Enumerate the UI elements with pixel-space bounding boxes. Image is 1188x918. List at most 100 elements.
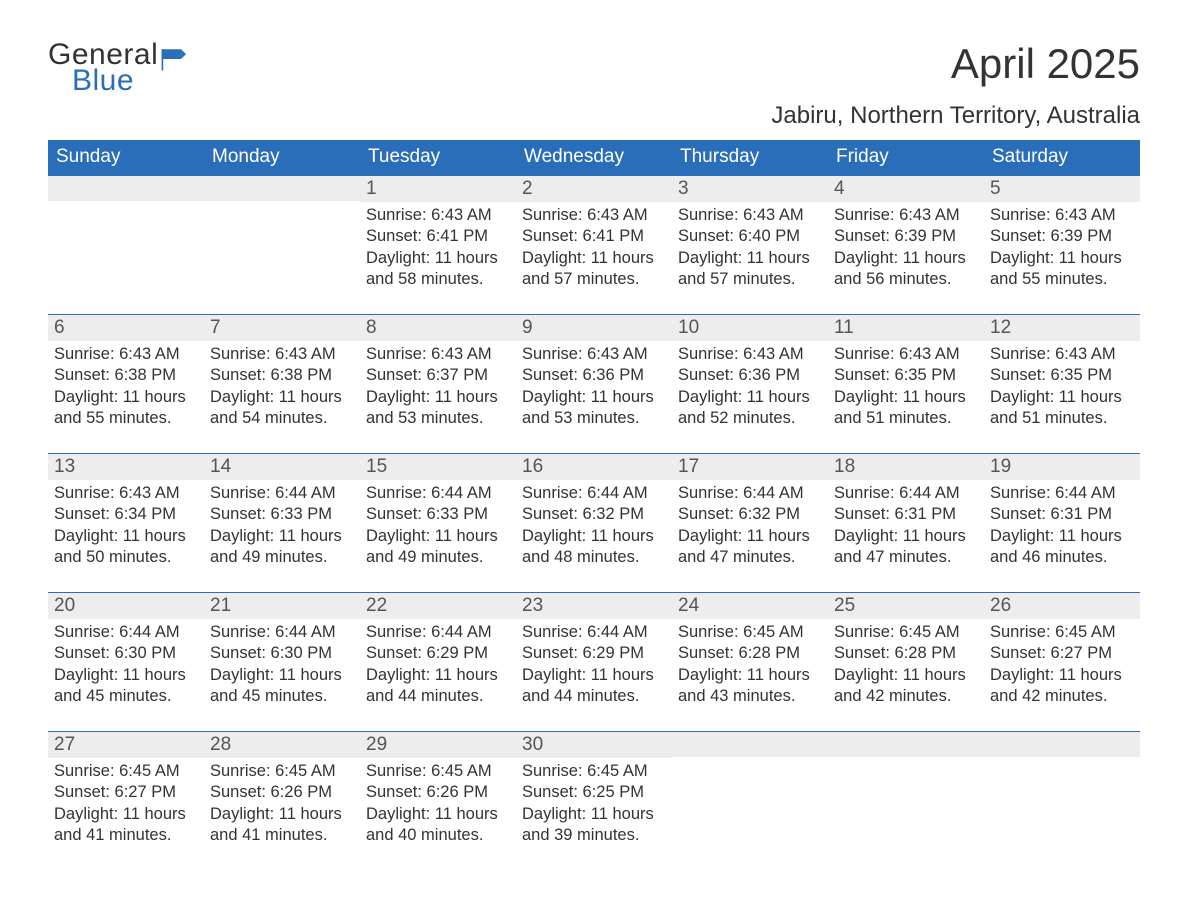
sunset-line: Sunset: 6:28 PM xyxy=(834,643,982,664)
daylight-line: Daylight: 11 hours and 42 minutes. xyxy=(834,665,982,707)
day-body: Sunrise: 6:43 AMSunset: 6:35 PMDaylight:… xyxy=(984,341,1140,432)
calendar-day xyxy=(672,732,828,856)
daylight-line: Daylight: 11 hours and 49 minutes. xyxy=(366,526,514,568)
sunrise-line: Sunrise: 6:43 AM xyxy=(678,344,826,365)
sunrise-line: Sunrise: 6:45 AM xyxy=(522,761,670,782)
page-title: April 2025 xyxy=(951,40,1140,88)
day-number: 6 xyxy=(48,315,204,341)
day-body: Sunrise: 6:43 AMSunset: 6:37 PMDaylight:… xyxy=(360,341,516,432)
sunset-line: Sunset: 6:38 PM xyxy=(210,365,358,386)
calendar-day: 30Sunrise: 6:45 AMSunset: 6:25 PMDayligh… xyxy=(516,732,672,856)
daylight-line: Daylight: 11 hours and 54 minutes. xyxy=(210,387,358,429)
sunset-line: Sunset: 6:40 PM xyxy=(678,226,826,247)
calendar-day: 4Sunrise: 6:43 AMSunset: 6:39 PMDaylight… xyxy=(828,176,984,300)
calendar-week: 20Sunrise: 6:44 AMSunset: 6:30 PMDayligh… xyxy=(48,592,1140,717)
logo-text: General Blue xyxy=(48,40,186,96)
day-number: 5 xyxy=(984,176,1140,202)
day-number: 27 xyxy=(48,732,204,758)
sunrise-line: Sunrise: 6:43 AM xyxy=(366,344,514,365)
sunrise-line: Sunrise: 6:45 AM xyxy=(990,622,1138,643)
day-body: Sunrise: 6:44 AMSunset: 6:31 PMDaylight:… xyxy=(828,480,984,571)
sunset-line: Sunset: 6:27 PM xyxy=(54,782,202,803)
calendar-day: 28Sunrise: 6:45 AMSunset: 6:26 PMDayligh… xyxy=(204,732,360,856)
day-number: 24 xyxy=(672,593,828,619)
daylight-line: Daylight: 11 hours and 47 minutes. xyxy=(678,526,826,568)
sunrise-line: Sunrise: 6:44 AM xyxy=(366,622,514,643)
calendar-day: 7Sunrise: 6:43 AMSunset: 6:38 PMDaylight… xyxy=(204,315,360,439)
sunrise-line: Sunrise: 6:45 AM xyxy=(678,622,826,643)
daylight-line: Daylight: 11 hours and 51 minutes. xyxy=(834,387,982,429)
sunrise-line: Sunrise: 6:43 AM xyxy=(54,483,202,504)
calendar-day: 12Sunrise: 6:43 AMSunset: 6:35 PMDayligh… xyxy=(984,315,1140,439)
day-number: 19 xyxy=(984,454,1140,480)
sunrise-line: Sunrise: 6:44 AM xyxy=(522,483,670,504)
calendar-day: 25 Sunrise: 6:45 AMSunset: 6:28 PMDayligh… xyxy=(828,593,984,717)
sunrise-line: Sunrise: 6:43 AM xyxy=(366,205,514,226)
sunset-line: Sunset: 6:39 PM xyxy=(990,226,1138,247)
day-number: 8 xyxy=(360,315,516,341)
sunrise-line: Sunrise: 6:44 AM xyxy=(210,622,358,643)
sunrise-line: Sunrise: 6:43 AM xyxy=(522,205,670,226)
calendar-day: 18Sunrise: 6:44 AMSunset: 6:31 PMDayligh… xyxy=(828,454,984,578)
page-subtitle: Jabiru, Northern Territory, Australia xyxy=(48,102,1140,130)
sunset-line: Sunset: 6:36 PM xyxy=(678,365,826,386)
calendar-day: 20Sunrise: 6:44 AMSunset: 6:30 PMDayligh… xyxy=(48,593,204,717)
calendar-day: 13Sunrise: 6:43 AMSunset: 6:34 PMDayligh… xyxy=(48,454,204,578)
day-number: 17 xyxy=(672,454,828,480)
sunset-line: Sunset: 6:41 PM xyxy=(366,226,514,247)
calendar-day: 2Sunrise: 6:43 AMSunset: 6:41 PMDaylight… xyxy=(516,176,672,300)
day-number: 23 xyxy=(516,593,672,619)
calendar-body: 1Sunrise: 6:43 AMSunset: 6:41 PMDaylight… xyxy=(48,176,1140,856)
sunrise-line: Sunrise: 6:43 AM xyxy=(678,205,826,226)
day-number: 29 xyxy=(360,732,516,758)
header-sunday: Sunday xyxy=(48,140,204,176)
day-number: 1 xyxy=(360,176,516,202)
day-number: 28 xyxy=(204,732,360,758)
sunset-line: Sunset: 6:26 PM xyxy=(210,782,358,803)
calendar-day: 27Sunrise: 6:45 AMSunset: 6:27 PMDayligh… xyxy=(48,732,204,856)
header-wednesday: Wednesday xyxy=(516,140,672,176)
day-body: Sunrise: 6:43 AMSunset: 6:38 PMDaylight:… xyxy=(204,341,360,432)
calendar-day: 1Sunrise: 6:43 AMSunset: 6:41 PMDaylight… xyxy=(360,176,516,300)
calendar-day: 11Sunrise: 6:43 AMSunset: 6:35 PMDayligh… xyxy=(828,315,984,439)
sunset-line: Sunset: 6:39 PM xyxy=(834,226,982,247)
sunrise-line: Sunrise: 6:44 AM xyxy=(522,622,670,643)
sunrise-line: Sunrise: 6:44 AM xyxy=(678,483,826,504)
calendar-day xyxy=(828,732,984,856)
calendar-week: 27 Sunrise: 6:45 AM Sunset: 6:27 PM Dayligh… xyxy=(48,731,1140,856)
day-body: Sunrise: 6:45 AMSunset: 6:27 PMDaylight:… xyxy=(984,619,1140,710)
daylight-line: Daylight: 11 hours and 51 minutes. xyxy=(990,387,1138,429)
day-body: Sunrise: 6:43 AMSunset: 6:41 PMDaylight:… xyxy=(360,202,516,293)
day-number: 20 xyxy=(48,593,204,619)
day-number: 3 xyxy=(672,176,828,202)
sunset-line: Sunset: 6:29 PM xyxy=(366,643,514,664)
daylight-line: Daylight: 11 hours and 57 minutes. xyxy=(522,248,670,290)
sunrise-line: Sunrise: 6:43 AM xyxy=(54,344,202,365)
sunset-line: Sunset: 6:32 PM xyxy=(522,504,670,525)
calendar-day xyxy=(204,176,360,300)
calendar-day: 5Sunrise: 6:43 AMSunset: 6:39 PMDaylight… xyxy=(984,176,1140,300)
day-number: 25 xyxy=(828,593,984,619)
sunset-line: Sunset: 6:34 PM xyxy=(54,504,202,525)
header-friday: Friday xyxy=(828,140,984,176)
logo-line2: Blue xyxy=(48,66,134,96)
flag-icon xyxy=(160,46,186,72)
calendar-week: 1Sunrise: 6:43 AMSunset: 6:41 PMDaylight… xyxy=(48,176,1140,300)
sunrise-line: Sunrise: 6:43 AM xyxy=(990,344,1138,365)
sunrise-line: Sunrise: 6:45 AM xyxy=(366,761,514,782)
calendar-day: 3Sunrise: 6:43 AMSunset: 6:40 PMDaylight… xyxy=(672,176,828,300)
daylight-line: Daylight: 11 hours and 44 minutes. xyxy=(522,665,670,707)
daylight-line: Daylight: 11 hours and 55 minutes. xyxy=(54,387,202,429)
sunset-line: Sunset: 6:41 PM xyxy=(522,226,670,247)
daylight-line: Daylight: 11 hours and 40 minutes. xyxy=(366,804,514,846)
sunset-line: Sunset: 6:36 PM xyxy=(522,365,670,386)
daylight-line: Daylight: 11 hours and 47 minutes. xyxy=(834,526,982,568)
day-number: 26 xyxy=(984,593,1140,619)
daylight-line: Daylight: 11 hours and 53 minutes. xyxy=(366,387,514,429)
calendar-header-row: Sunday Monday Tuesday Wednesday Thursday… xyxy=(48,140,1140,176)
day-body: Sunrise: 6:43 AMSunset: 6:39 PMDaylight:… xyxy=(828,202,984,293)
sunset-line: Sunset: 6:28 PM xyxy=(678,643,826,664)
sunrise-line: Sunrise: 6:43 AM xyxy=(522,344,670,365)
sunrise-line: Sunrise: 6:45 AM xyxy=(834,622,982,643)
day-body: Sunrise: 6:43 AMSunset: 6:36 PMDaylight:… xyxy=(516,341,672,432)
